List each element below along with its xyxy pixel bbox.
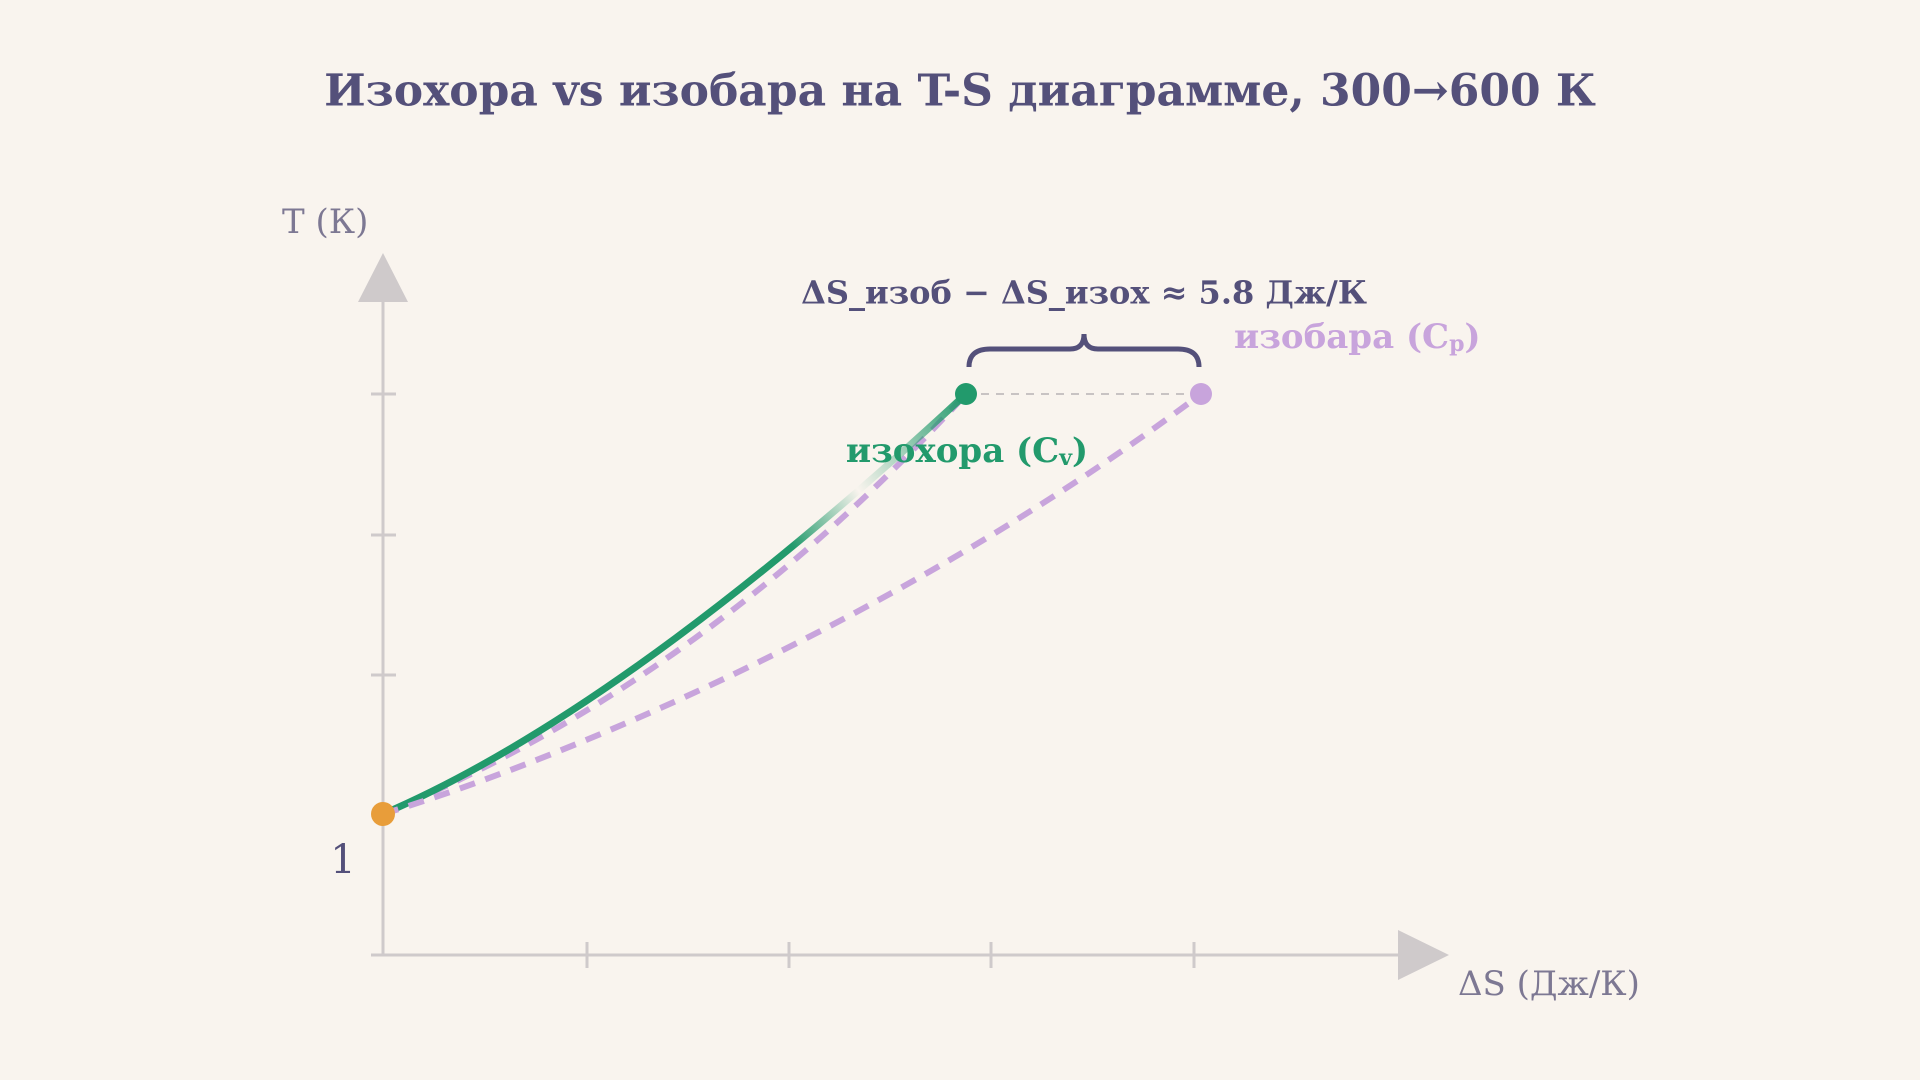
brace <box>966 333 1202 368</box>
label-end: ) <box>1464 317 1480 357</box>
label-sub: v <box>1058 445 1073 471</box>
x-arrow <box>1398 930 1449 980</box>
isochoric-label: изохора (Cv) <box>846 431 1088 471</box>
label-text: изобара (C <box>1234 317 1449 357</box>
x-axis-label: ΔS (Дж/К) <box>1458 964 1640 1004</box>
isobaric-label: изобара (Cp) <box>1234 317 1481 357</box>
label-sub: p <box>1449 331 1464 357</box>
axes <box>371 295 1400 968</box>
isobaric-end <box>1190 383 1212 405</box>
difference-annotation: ΔS_изоб − ΔS_изох ≈ 5.8 Дж/К <box>801 274 1367 312</box>
origin-label: 1 <box>330 837 355 883</box>
title: Изохора vs изобара на T-S диаграмме, 300… <box>324 66 1596 117</box>
y-arrow <box>358 253 408 302</box>
label-end: ) <box>1072 431 1088 471</box>
isochoric-end <box>955 383 977 405</box>
isochoric-curve <box>381 391 969 818</box>
y-axis-label: T (К) <box>282 202 368 242</box>
start-point <box>371 802 395 826</box>
isobaric-curve <box>381 391 969 817</box>
label-text: изохора (C <box>846 431 1059 471</box>
isobaric-curve-full <box>382 391 1203 817</box>
